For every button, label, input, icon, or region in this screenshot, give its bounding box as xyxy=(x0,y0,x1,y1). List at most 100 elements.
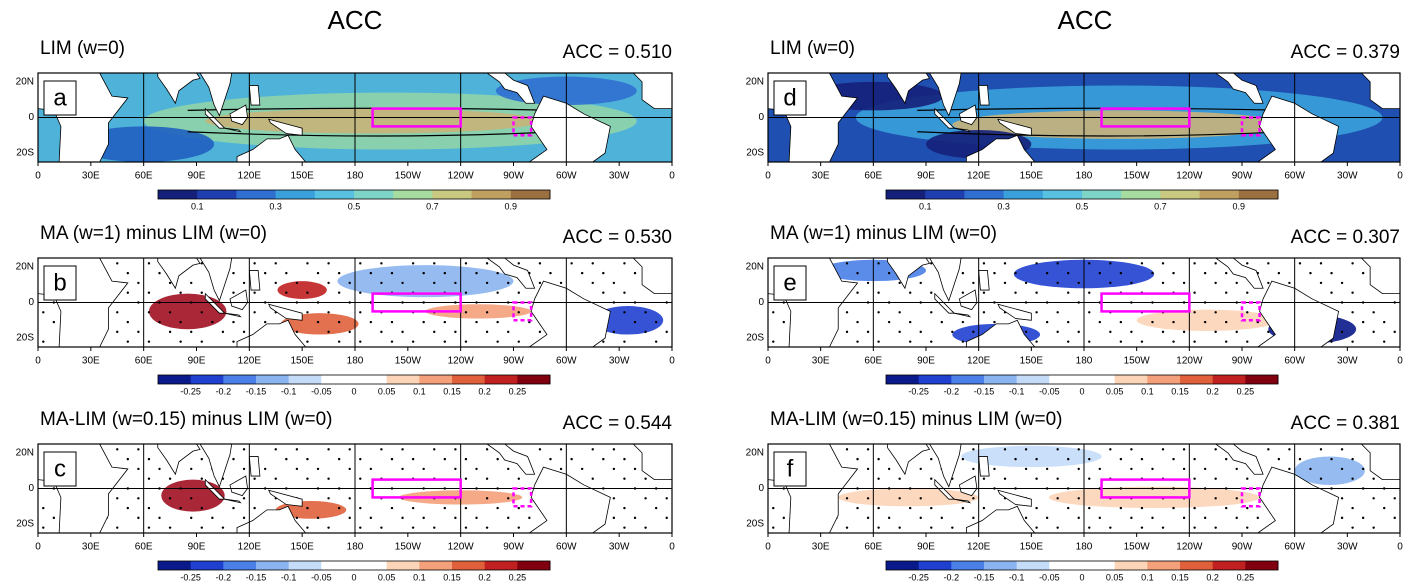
colorbar-cell xyxy=(321,561,355,570)
stipple xyxy=(1045,516,1049,520)
lon-label: 30E xyxy=(812,542,830,553)
contour xyxy=(187,131,558,137)
colorbar-label: 0.25 xyxy=(1237,386,1255,396)
stipple xyxy=(401,516,404,520)
stipple xyxy=(1340,330,1344,334)
stipple xyxy=(1383,340,1386,343)
colorbar-label: 0.15 xyxy=(443,386,461,396)
stipple xyxy=(422,320,425,324)
colorbar-cell xyxy=(452,561,486,570)
stipple xyxy=(359,340,362,343)
stipple xyxy=(856,506,859,510)
colorbar-cell xyxy=(1147,561,1181,570)
stipple xyxy=(274,281,277,285)
lon-label: 180 xyxy=(347,356,364,367)
lon-label: 120W xyxy=(448,356,475,367)
land xyxy=(486,444,536,475)
stipple xyxy=(856,457,859,461)
colorbar-label: 0.2 xyxy=(1206,572,1219,582)
colorbar-cell xyxy=(256,375,290,384)
stipple xyxy=(211,516,214,520)
land xyxy=(997,118,1032,136)
stipple xyxy=(866,516,870,520)
stipple xyxy=(168,497,172,500)
land xyxy=(236,319,307,347)
stipple xyxy=(327,448,330,451)
lon-label: 90W xyxy=(503,171,524,182)
stipple xyxy=(496,271,499,275)
lon-label: 150E xyxy=(290,356,314,367)
stipple xyxy=(1235,330,1238,334)
stipple xyxy=(549,457,552,461)
lat-label: 0 xyxy=(28,483,34,494)
stipple xyxy=(919,467,922,471)
lon-label: 90E xyxy=(188,356,206,367)
stipple xyxy=(190,497,193,500)
colorbar-cell xyxy=(419,375,453,384)
stipple xyxy=(1361,271,1365,275)
stipple xyxy=(285,271,288,275)
stipple xyxy=(327,497,330,500)
stipple xyxy=(337,271,341,275)
colorbar-cell xyxy=(419,561,453,570)
stipple xyxy=(919,281,922,285)
colorbar-cell xyxy=(288,561,322,570)
stipple xyxy=(623,340,626,343)
stipple xyxy=(665,497,668,500)
stipple xyxy=(1351,262,1354,265)
stipple xyxy=(570,457,573,461)
contour xyxy=(917,131,1286,137)
land xyxy=(224,127,242,133)
stipple xyxy=(1340,497,1344,500)
colorbar-frame xyxy=(885,189,1279,200)
stipple xyxy=(369,271,373,275)
lat-label: 20S xyxy=(746,519,764,530)
stipple xyxy=(866,330,870,334)
stipple xyxy=(1088,311,1091,314)
stipple xyxy=(898,311,901,314)
stipple xyxy=(528,516,531,520)
stipple xyxy=(1088,340,1091,343)
stipple xyxy=(464,526,468,529)
stipple xyxy=(137,516,140,520)
stipple xyxy=(644,311,647,314)
colorbar-label: 0.1 xyxy=(413,386,426,396)
stipple xyxy=(295,448,299,451)
colorbar-label: 0.25 xyxy=(509,386,527,396)
colorbar-cell xyxy=(1160,190,1201,199)
stipple xyxy=(1035,506,1038,510)
stipple xyxy=(1140,457,1144,461)
stipple xyxy=(190,516,193,520)
stipple xyxy=(348,330,351,334)
stipple xyxy=(232,506,235,510)
land xyxy=(267,489,303,507)
nino-box xyxy=(371,107,462,128)
stipple xyxy=(337,457,341,461)
stipple xyxy=(411,340,415,343)
stipple xyxy=(856,271,859,275)
lon-label: 60W xyxy=(1284,171,1305,182)
stipple xyxy=(1340,467,1344,471)
stipple xyxy=(1119,271,1123,275)
lon-label: 150E xyxy=(1020,356,1044,367)
colorbar-label: 0.2 xyxy=(1206,386,1219,396)
stipple xyxy=(168,311,172,314)
lon-label: 120E xyxy=(238,171,262,182)
stipple xyxy=(612,330,616,334)
stipple xyxy=(316,467,320,471)
lon-label: 150W xyxy=(395,356,422,367)
stipple xyxy=(1056,526,1059,529)
stipple xyxy=(866,448,870,451)
stipple xyxy=(1109,262,1112,265)
panel-letter: b xyxy=(53,269,66,296)
stipple xyxy=(1235,516,1238,520)
stipple xyxy=(517,291,520,294)
stipple xyxy=(644,526,647,529)
colorbar-label: -0.25 xyxy=(908,572,929,582)
stipple xyxy=(633,516,637,520)
stipple xyxy=(242,448,246,451)
lon-label: 120E xyxy=(967,542,991,553)
stipple xyxy=(327,262,330,265)
colorbar-label: -0.25 xyxy=(180,572,201,582)
stipple xyxy=(919,516,922,520)
